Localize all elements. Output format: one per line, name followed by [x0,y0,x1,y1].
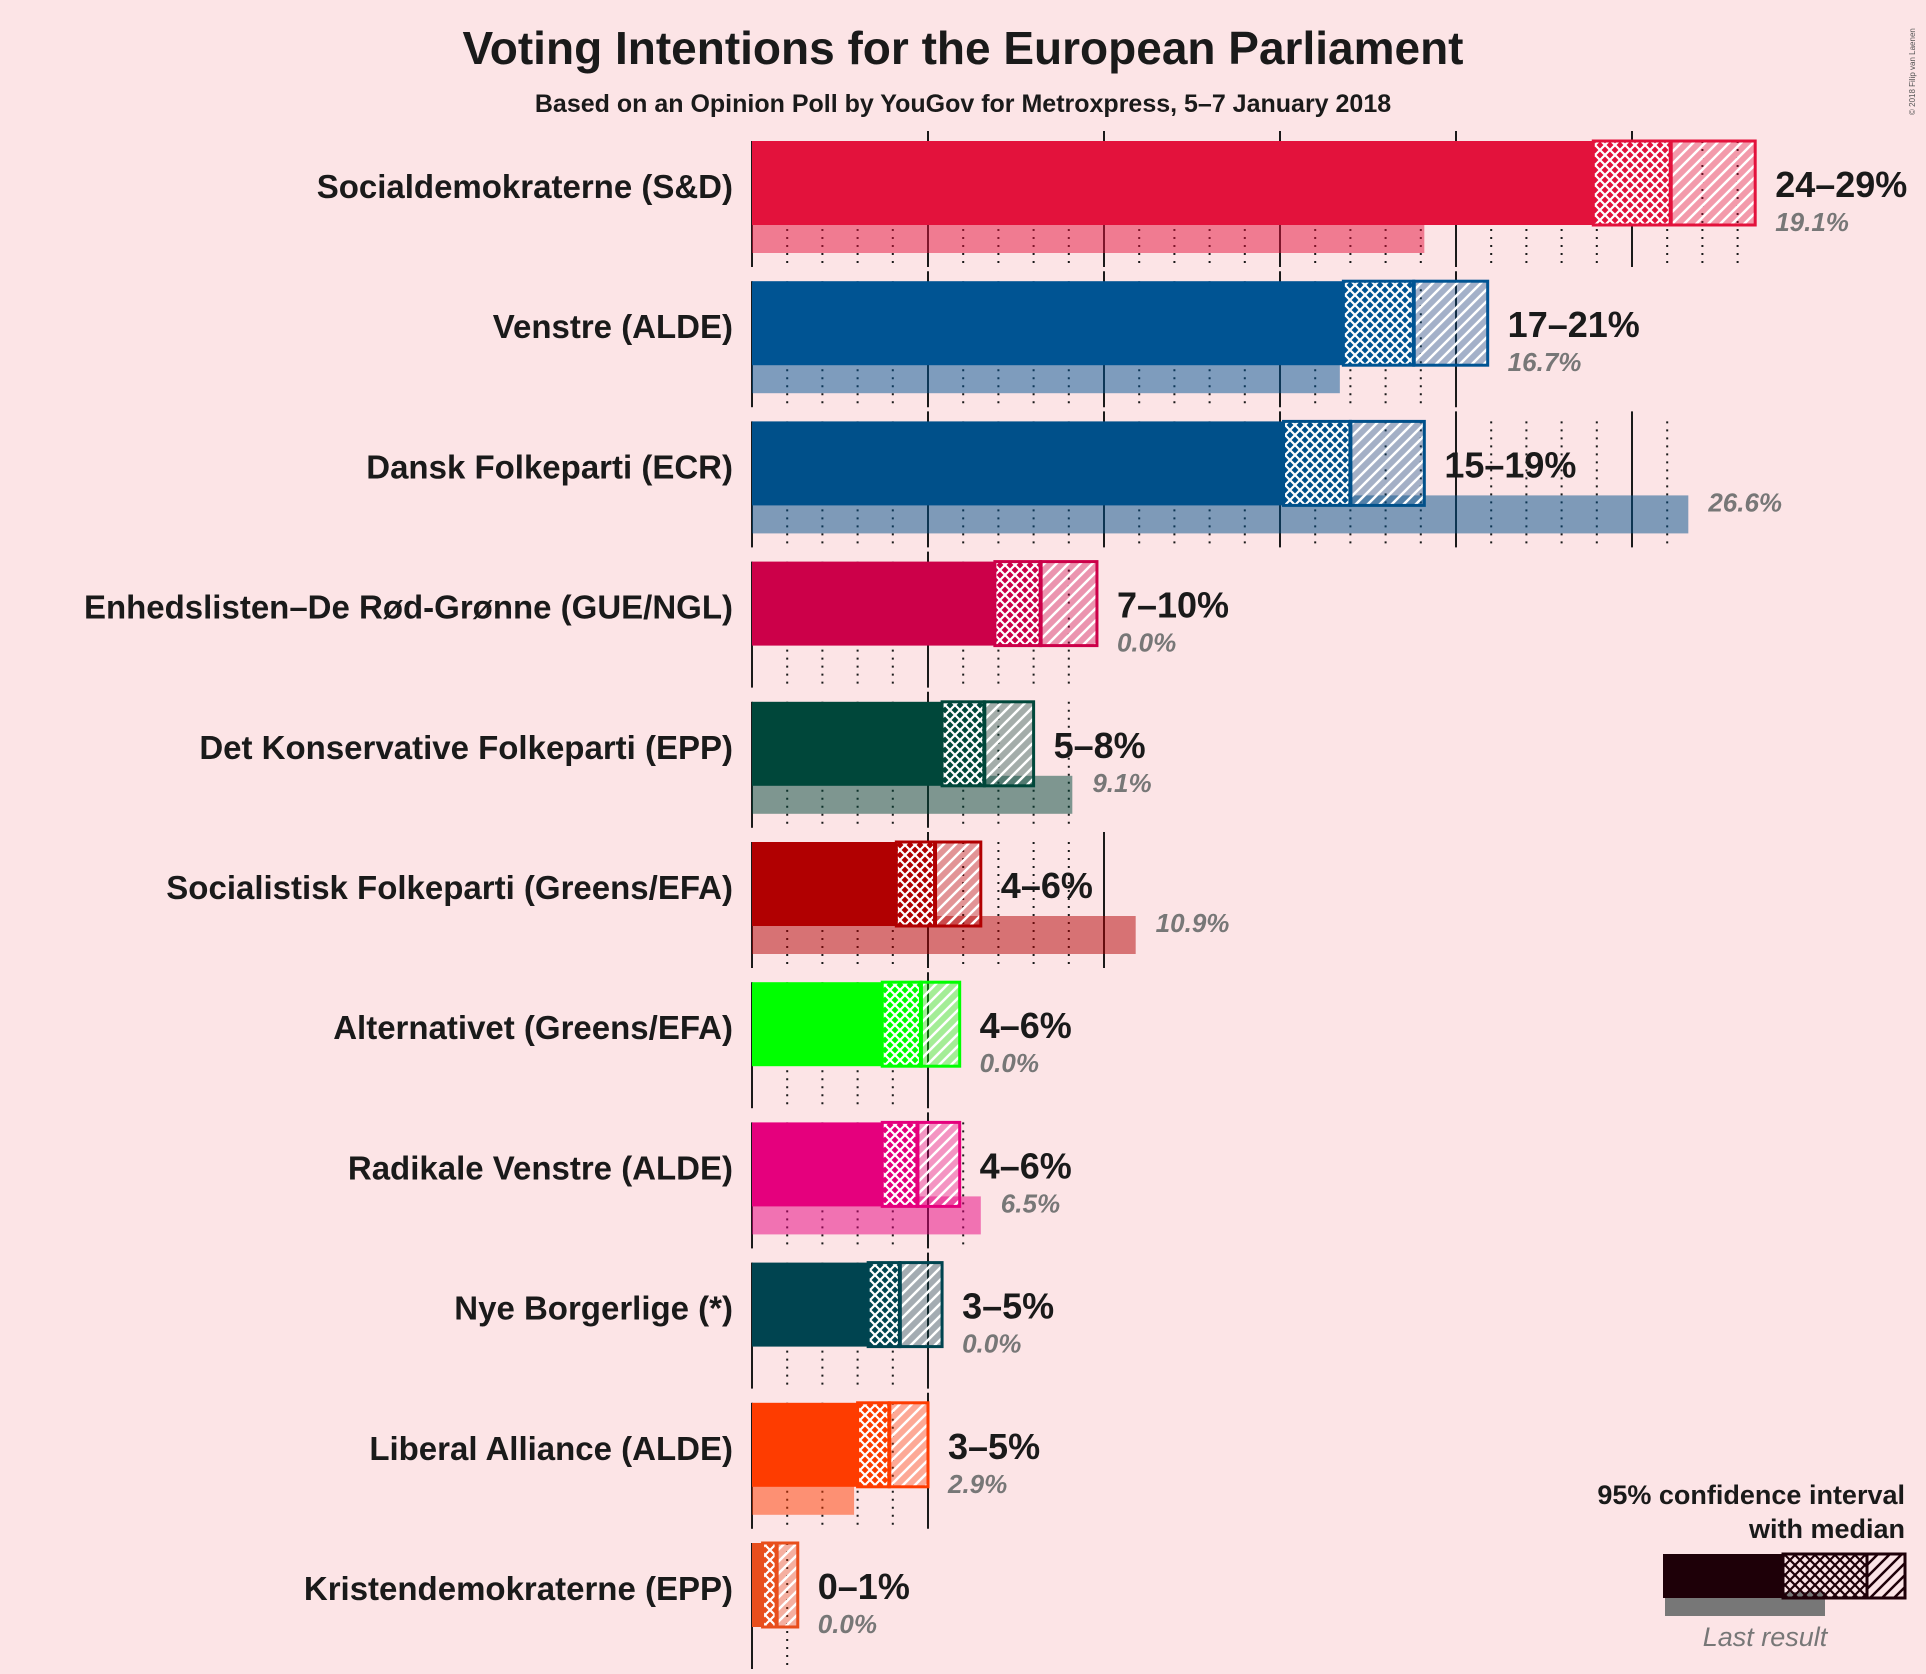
party-label: Dansk Folkeparti (ECR) [366,448,733,485]
ci-upper-hatch [1412,279,1490,367]
party-label: Socialdemokraterne (S&D) [317,168,733,205]
party-label: Alternativet (Greens/EFA) [333,1009,733,1046]
range-label: 17–21% [1508,304,1640,345]
party-label: Venstre (ALDE) [493,308,733,345]
ci-solid-bar [752,1402,858,1487]
ci-solid-bar [752,1122,883,1207]
ci-lower-hatch [1282,419,1352,507]
last-result-label: 16.7% [1508,347,1582,377]
ci-upper-hatch [982,700,1036,788]
ci-lower-hatch [940,700,986,788]
last-result-label: 10.9% [1156,908,1230,938]
range-label: 4–6% [1001,865,1093,906]
legend-last-result-label: Last result [1703,1622,1829,1652]
ci-upper-hatch [915,1120,962,1208]
ci-solid-bar [752,701,943,786]
legend-upper-diag [1865,1552,1907,1600]
last-result-label: 0.0% [980,1048,1039,1078]
range-label: 3–5% [962,1286,1054,1327]
last-result-label: 0.0% [818,1609,877,1639]
party-label: Liberal Alliance (ALDE) [369,1430,733,1467]
range-label: 15–19% [1444,444,1576,485]
ci-lower-hatch [761,1541,779,1629]
bar-row: Socialistisk Folkeparti (Greens/EFA) 4–6%… [166,832,1229,968]
legend-solid-bar [1663,1554,1783,1598]
copyright-note: © 2018 Filip van Laenen [1908,28,1917,115]
bar-row: Kristendemokraterne (EPP) 0–1%0.0% [304,1541,910,1669]
bar-row: Nye Borgerlige (*) 3–5%0.0% [454,1252,1054,1389]
bar-row: Dansk Folkeparti (ECR) 15–19% 26.6% [366,411,1782,548]
ci-lower-hatch [866,1261,902,1349]
bar-row: Liberal Alliance (ALDE) 3–5%2.9% [369,1392,1040,1529]
party-label: Enhedslisten–De Rød-Grønne (GUE/NGL) [84,589,733,626]
range-label: 3–5% [948,1426,1040,1467]
range-label: 0–1% [818,1566,910,1607]
ci-solid-bar [752,842,897,926]
ci-upper-hatch [1039,560,1099,648]
range-label: 4–6% [980,1005,1072,1046]
ci-solid-bar [752,1543,763,1627]
legend-title-line2: with median [1748,1514,1905,1544]
bar-row: Det Konservative Folkeparti (EPP) 5–8%9.1… [199,691,1152,828]
ci-upper-hatch [919,980,962,1068]
chart-subtitle: Based on an Opinion Poll by YouGov for M… [535,90,1391,118]
ci-upper-hatch [1348,419,1426,507]
ci-upper-hatch [775,1541,800,1629]
ci-lower-hatch [1341,279,1416,367]
ci-solid-bar [752,1262,869,1347]
range-label: 7–10% [1117,585,1229,626]
chart-title: Voting Intentions for the European Parli… [463,22,1464,74]
ci-lower-hatch [894,840,937,928]
ci-lower-hatch [880,980,923,1068]
bar-rows: Socialdemokraterne (S&D) 24–29%19.1% Venst… [84,131,1907,1669]
last-result-label: 9.1% [1092,768,1151,798]
last-result-label: 26.6% [1707,487,1782,517]
ci-upper-hatch [933,840,983,928]
legend-median-cross [1781,1552,1869,1600]
party-label: Nye Borgerlige (*) [454,1290,733,1327]
ci-solid-bar [752,561,995,646]
last-result-label: 0.0% [962,1329,1021,1359]
range-label: 24–29% [1775,164,1907,205]
bar-row: Enhedslisten–De Rød-Grønne (GUE/NGL) 7–10… [84,551,1229,688]
ci-solid-bar [752,141,1594,225]
range-label: 5–8% [1054,725,1146,766]
bar-row: Venstre (ALDE) 17–21%16.7% [493,271,1640,408]
ci-solid-bar [752,982,883,1067]
party-label: Kristendemokraterne (EPP) [304,1570,733,1607]
last-result-label: 19.1% [1775,207,1849,237]
ci-lower-hatch [1591,139,1673,227]
ci-upper-hatch [887,1401,930,1489]
last-result-label: 6.5% [1001,1188,1060,1218]
ci-lower-hatch [880,1120,919,1208]
bar-row: Alternativet (Greens/EFA) 4–6%0.0% [333,972,1072,1109]
party-label: Socialistisk Folkeparti (Greens/EFA) [166,869,733,906]
legend: 95% confidence interval with median Last… [1597,1480,1907,1652]
party-label: Radikale Venstre (ALDE) [348,1149,733,1186]
ci-upper-hatch [1669,139,1757,227]
ci-lower-hatch [993,560,1043,648]
last-result-label: 0.0% [1117,628,1176,658]
range-label: 4–6% [980,1145,1072,1186]
bar-row: Radikale Venstre (ALDE) 4–6%6.5% [348,1112,1072,1249]
last-result-label: 2.9% [947,1469,1007,1499]
ci-solid-bar [752,281,1344,366]
legend-title-line1: 95% confidence interval [1597,1480,1905,1510]
ci-solid-bar [752,421,1284,506]
ci-upper-hatch [898,1261,944,1349]
bar-row: Socialdemokraterne (S&D) 24–29%19.1% [317,131,1907,267]
ci-lower-hatch [856,1401,891,1489]
party-label: Det Konservative Folkeparti (EPP) [199,729,733,766]
